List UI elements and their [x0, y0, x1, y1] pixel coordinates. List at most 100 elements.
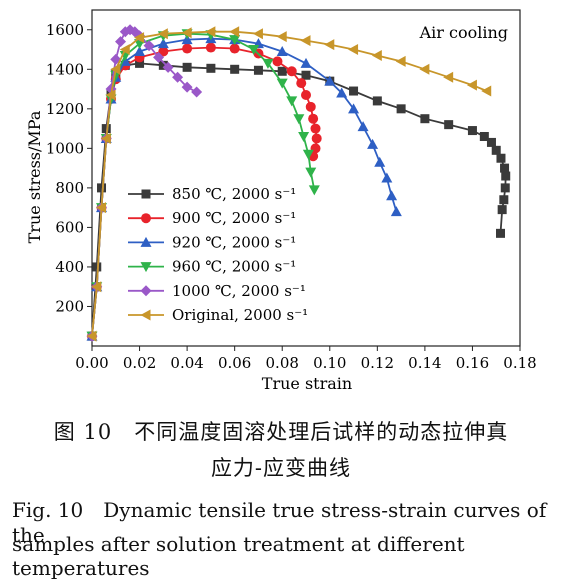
- legend-item: 850 ℃, 2000 s⁻¹: [128, 185, 296, 203]
- data-point: [162, 61, 174, 73]
- data-point: [252, 28, 263, 40]
- data-point: [300, 35, 311, 47]
- data-point: [300, 57, 312, 68]
- legend-item: 1000 ℃, 2000 s⁻¹: [128, 282, 306, 300]
- data-point: [386, 190, 398, 201]
- data-point: [141, 213, 151, 224]
- data-point: [191, 86, 203, 98]
- data-point: [181, 27, 192, 39]
- data-point: [501, 171, 511, 181]
- data-point: [357, 121, 369, 132]
- data-point: [205, 26, 216, 38]
- data-point: [466, 79, 477, 91]
- data-point: [105, 89, 116, 101]
- data-point: [157, 28, 168, 40]
- data-point: [276, 31, 287, 43]
- data-point: [500, 183, 510, 193]
- data-point: [115, 36, 127, 48]
- data-point: [253, 65, 263, 75]
- x-tick-label: 0.06: [218, 354, 251, 372]
- data-point: [420, 114, 430, 124]
- legend-label: Original, 2000 s⁻¹: [172, 306, 308, 324]
- data-point: [293, 114, 305, 125]
- data-point: [381, 172, 393, 183]
- caption-chinese-line-1: 图 10 不同温度固溶处理后试样的动态拉伸真: [53, 420, 509, 444]
- data-point: [86, 330, 97, 342]
- data-point: [229, 43, 240, 54]
- data-point: [140, 309, 151, 321]
- x-tick-label: 0.12: [361, 354, 394, 372]
- data-point: [497, 205, 507, 215]
- x-axis-label: True strain: [262, 374, 352, 393]
- data-point: [157, 38, 169, 49]
- legend-label: 920 ℃, 2000 s⁻¹: [172, 233, 296, 251]
- data-point: [286, 96, 298, 107]
- data-point: [348, 103, 360, 114]
- data-point: [301, 70, 311, 80]
- data-point: [276, 78, 288, 89]
- data-point: [491, 145, 501, 155]
- x-tick-label: 0.18: [503, 354, 536, 372]
- x-tick-label: 0.02: [123, 354, 156, 372]
- data-point: [97, 183, 107, 193]
- data-point: [181, 81, 193, 93]
- data-point: [348, 44, 359, 56]
- data-point: [158, 46, 169, 57]
- data-point: [276, 46, 288, 57]
- data-point: [305, 167, 317, 178]
- data-point: [134, 46, 146, 57]
- y-tick-label: 1600: [46, 21, 84, 39]
- x-tick-label: 0.04: [170, 354, 203, 372]
- data-point: [305, 101, 316, 112]
- data-point: [443, 71, 454, 83]
- y-tick-label: 1200: [46, 100, 84, 118]
- data-point: [311, 133, 322, 144]
- legend-label: 1000 ℃, 2000 s⁻¹: [172, 282, 306, 300]
- data-point: [158, 60, 168, 70]
- data-point: [395, 55, 406, 67]
- data-point: [419, 63, 430, 75]
- data-point: [308, 113, 319, 124]
- caption-english-line-1: Fig. 10 Dynamic tensile true stress-stra…: [12, 498, 547, 547]
- data-point: [272, 56, 283, 67]
- stress-strain-chart: 0.00 0.02 0.04 0.06 0.08 0.10 0.12 0.14 0.16 0.18…: [25, 9, 537, 393]
- data-point: [499, 195, 509, 205]
- data-point: [134, 32, 145, 44]
- data-point: [496, 153, 506, 163]
- y-tick-label: 1000: [46, 139, 84, 157]
- legend-item: 960 ℃, 2000 s⁻¹: [128, 258, 296, 276]
- data-point: [182, 62, 192, 72]
- data-point: [262, 58, 274, 69]
- data-point: [390, 206, 402, 217]
- data-point: [141, 189, 151, 199]
- x-tick-label: 0.08: [266, 354, 299, 372]
- x-tick-label: 0.10: [313, 354, 346, 372]
- data-point: [96, 202, 107, 214]
- data-point: [296, 78, 307, 89]
- data-point: [298, 131, 310, 142]
- data-point: [110, 63, 121, 75]
- data-point: [230, 64, 240, 74]
- x-tick-label: 0.00: [75, 354, 108, 372]
- data-point: [336, 87, 348, 98]
- data-point: [467, 126, 477, 136]
- data-point: [500, 163, 510, 173]
- data-point: [153, 51, 165, 63]
- data-point: [496, 228, 506, 238]
- air-cooling-annotation: Air cooling: [419, 23, 508, 42]
- axes-layer: 0.00 0.02 0.04 0.06 0.08 0.10 0.12 0.14 0.16 0.18…: [46, 9, 537, 372]
- data-point: [206, 63, 216, 73]
- legend-label: 850 ℃, 2000 s⁻¹: [172, 185, 296, 203]
- data-point: [286, 66, 297, 77]
- x-tick-label: 0.16: [456, 354, 489, 372]
- y-tick-label: 800: [55, 179, 84, 197]
- legend-item: 900 ℃, 2000 s⁻¹: [128, 209, 296, 227]
- data-point: [302, 149, 314, 160]
- data-point: [91, 281, 102, 293]
- y-tick-label: 400: [55, 258, 84, 276]
- data-point: [119, 44, 130, 56]
- legend: 850 ℃, 2000 s⁻¹ 900 ℃, 2000 s⁻¹ 920 ℃, 200…: [128, 185, 308, 324]
- caption-english-line-2: samples after solution treatment at diff…: [12, 532, 465, 580]
- data-point: [205, 42, 216, 53]
- legend-label: 900 ℃, 2000 s⁻¹: [172, 209, 296, 227]
